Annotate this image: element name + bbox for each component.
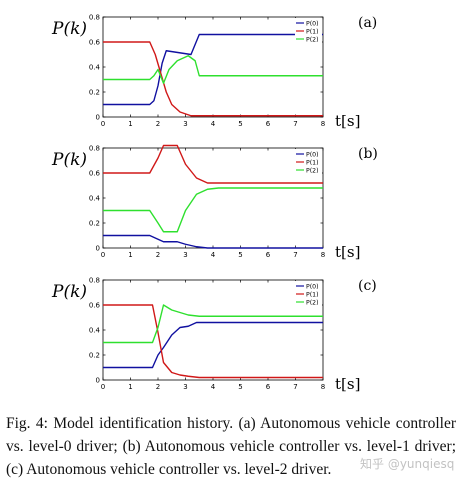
x-tick-label: 8 [321,383,325,391]
legend-entry: P(2) [306,299,319,306]
x-tick-label: 2 [156,120,160,128]
x-tick-label: 0 [101,251,105,259]
legend-entry: P(0) [306,20,319,27]
legend-entry: P(2) [306,36,319,43]
x-tick-label: 6 [266,120,271,128]
x-tick-label: 3 [183,251,187,259]
y-tick-label: 0.6 [89,302,101,310]
series-line-P0 [103,321,323,369]
y-axis-label: P(k) [51,282,87,302]
legend-entry: P(1) [306,291,319,298]
y-tick-label: 0.2 [89,220,100,228]
y-tick-label: 0.8 [89,277,100,285]
series-line-P1 [103,144,323,184]
x-tick-label: 1 [128,251,132,259]
legend: P(0)P(1)P(2) [295,149,322,177]
x-tick-label: 4 [211,383,216,391]
x-tick-label: 4 [211,251,216,259]
x-tick-label: 6 [266,251,271,259]
x-tick-label: 5 [238,383,242,391]
y-tick-label: 0.4 [89,195,101,203]
x-tick-label: 7 [293,383,297,391]
x-tick-label: 7 [293,251,297,259]
panel-label: (c) [358,278,377,294]
x-axis-label: t[s] [335,243,360,261]
series-line-P2 [103,55,323,84]
legend-entry: P(0) [306,283,319,290]
x-tick-label: 1 [128,383,132,391]
y-tick-label: 0.6 [89,170,101,178]
legend: P(0)P(1)P(2) [295,281,322,309]
x-tick-label: 3 [183,120,187,128]
y-tick-label: 0 [96,245,100,253]
y-tick-label: 0.8 [89,14,100,22]
series-line-P1 [103,41,323,117]
panel-label: (a) [358,15,377,31]
y-tick-label: 0.8 [89,145,100,153]
x-tick-label: 8 [321,251,325,259]
x-axis-label: t[s] [335,112,360,130]
series-line-P2 [103,304,323,344]
legend-entry: P(1) [306,159,319,166]
series-line-P2 [103,187,323,233]
x-tick-label: 0 [101,120,105,128]
x-tick-label: 0 [101,383,105,391]
y-axis-label: P(k) [51,150,87,170]
figure-caption: Fig. 4: Model identification history. (a… [6,415,456,478]
legend-entry: P(1) [306,28,319,35]
x-tick-label: 2 [156,383,160,391]
chart-panel-1: 0 1 2 3 4 5 6 7 8 0 0.2 0.4 0.6 0.8 P(0)P(1)P(2) P(k) t[… [51,14,377,131]
x-tick-label: 8 [321,120,325,128]
chart-panel-2: 0 1 2 3 4 5 6 7 8 0 0.2 0.4 0.6 0.8 P(0)P(1)P(2) P(k) t[… [51,145,378,262]
y-tick-label: 0 [96,114,100,122]
plot-frame [102,16,324,118]
chart-panel-3: 0 1 2 3 4 5 6 7 8 0 0.2 0.4 0.6 0.8 P(0)P(1)P(2) P(k) t[… [51,277,377,394]
x-tick-label: 3 [183,383,187,391]
plot-frame [102,279,324,381]
x-tick-label: 2 [156,251,160,259]
y-tick-label: 0 [96,377,100,385]
x-tick-label: 1 [128,120,132,128]
y-tick-label: 0.4 [89,327,101,335]
panel-label: (b) [358,146,378,162]
legend-entry: P(0) [306,151,319,158]
x-axis-label: t[s] [335,375,360,393]
x-tick-label: 7 [293,120,297,128]
series-line-P0 [103,33,323,106]
legend-entry: P(2) [306,167,319,174]
figure: 0 1 2 3 4 5 6 7 800.20.40.60.8P(0)P(1)P(2)P(k)t[… [51,14,378,394]
series-line-P1 [103,304,323,379]
legend: P(0)P(1)P(2) [295,18,322,46]
watermark: 知乎 @yunqiesq [360,457,455,471]
y-tick-label: 0.2 [89,352,100,360]
x-tick-label: 6 [266,383,271,391]
y-tick-label: 0.6 [89,39,101,47]
y-tick-label: 0.2 [89,89,100,97]
y-tick-label: 0.4 [89,64,101,72]
x-tick-label: 5 [238,251,242,259]
x-tick-label: 5 [238,120,242,128]
plot-frame [102,147,324,249]
y-axis-label: P(k) [51,19,87,39]
series-line-P0 [103,234,323,249]
x-tick-label: 4 [211,120,216,128]
